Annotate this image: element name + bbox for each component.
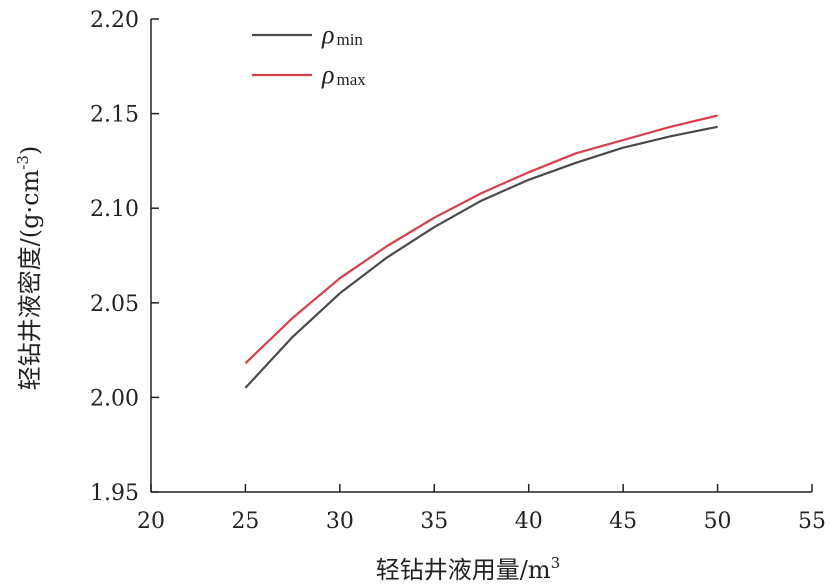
legend: ρ min ρ max: [252, 20, 366, 89]
x-tick-label: 30: [326, 509, 354, 534]
series-lines: [244, 114, 718, 389]
y-axis-title-superscript: -3: [14, 155, 32, 170]
x-axis-title: 轻钻井液用量/m3: [376, 554, 560, 584]
x-tick-label: 35: [420, 509, 448, 534]
ticks: 20 25 30 35 40 45 50 55 1.95 2.00 2.05 2.10 2.15 2.20: [90, 8, 826, 534]
x-tick-label: 55: [798, 509, 826, 534]
axes: [150, 19, 812, 493]
x-tick-label: 20: [137, 509, 165, 534]
legend-label-min: ρ min: [321, 20, 363, 49]
y-axis-title-close: ): [16, 146, 44, 155]
x-tick-label: 25: [231, 509, 259, 534]
y-tick-label: 2.00: [90, 386, 139, 411]
series-line-min: [244, 125, 718, 389]
x-tick-label: 40: [515, 509, 543, 534]
legend-label-max: ρ max: [321, 60, 366, 89]
x-axis-title-superscript: 3: [551, 554, 561, 572]
y-tick-label: 2.10: [90, 197, 139, 222]
y-axis-title: 轻钻井液密度/(g·cm-3): [14, 146, 44, 391]
y-tick-label: 1.95: [90, 481, 139, 506]
y-tick-label: 2.05: [90, 292, 139, 317]
x-tick-label: 45: [609, 509, 637, 534]
series-line-max: [244, 114, 718, 365]
y-tick-label: 2.20: [90, 8, 139, 33]
y-tick-label: 2.15: [90, 103, 139, 128]
x-tick-label: 50: [704, 509, 732, 534]
